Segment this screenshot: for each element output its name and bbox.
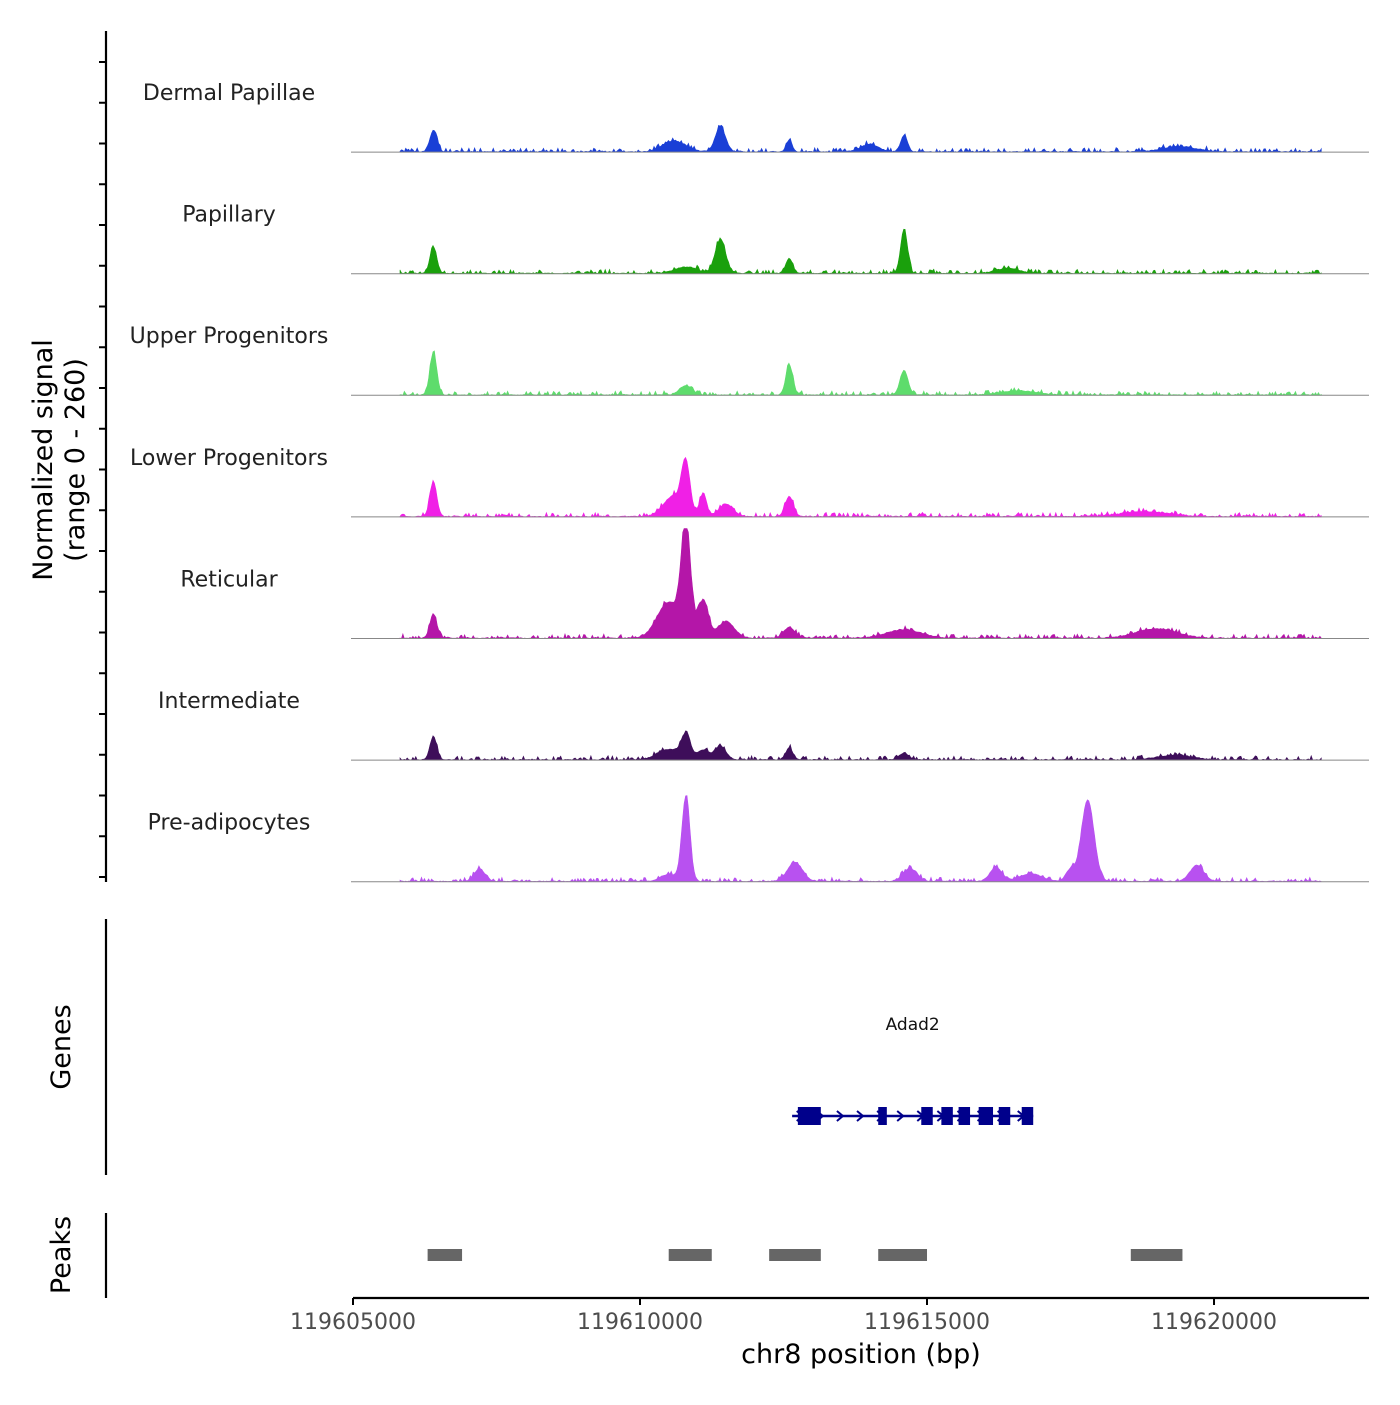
peak-region — [427, 1249, 463, 1261]
track-intermediate: Intermediate — [158, 689, 1369, 761]
x-tick-label: 119605000 — [290, 1310, 416, 1335]
signal-area — [399, 350, 1322, 397]
x-ticks: 119605000 119610000 119615000 119620000 — [290, 1298, 1277, 1335]
track-lower-progenitors: Lower Progenitors — [130, 446, 1369, 518]
gene-exon — [878, 1107, 887, 1125]
peak-track — [427, 1249, 1183, 1261]
signal-ylabel-line1: Normalized signal — [28, 339, 59, 581]
signal-area — [399, 795, 1322, 883]
gene-exon — [978, 1107, 994, 1125]
gene-exon — [958, 1107, 971, 1125]
gene-strand-arrow — [896, 1110, 905, 1122]
gene-exon — [998, 1107, 1011, 1125]
x-axis-label: chr8 position (bp) — [741, 1339, 981, 1370]
signal-area — [399, 456, 1322, 518]
track-papillary: Papillary — [182, 203, 1369, 275]
gene-track: Adad2 — [792, 1015, 1034, 1125]
gene-exon — [941, 1107, 953, 1125]
gene-exon — [1021, 1107, 1034, 1125]
genes-label: Genes — [46, 1004, 77, 1089]
x-tick-label: 119615000 — [864, 1310, 990, 1335]
peak-region — [668, 1249, 712, 1261]
track-label: Lower Progenitors — [130, 446, 328, 471]
x-tick-label: 119610000 — [577, 1310, 703, 1335]
gene-adad2: Adad2 — [792, 1015, 1034, 1125]
signal-tracks: Dermal Papillae Papillary Upper Progenitor… — [130, 81, 1369, 883]
peak-region — [769, 1249, 821, 1261]
gene-exon — [921, 1107, 933, 1125]
gene-exon — [797, 1107, 821, 1125]
signal-area — [399, 124, 1322, 153]
gene-name: Adad2 — [886, 1015, 940, 1035]
signal-ticks — [99, 61, 106, 878]
signal-ylabel-line2: (range 0 - 260) — [60, 358, 91, 562]
x-axis: 119605000 119610000 119615000 119620000 — [290, 1296, 1369, 1335]
track-label: Dermal Papillae — [143, 81, 315, 106]
track-reticular: Reticular — [180, 528, 1369, 640]
track-label: Papillary — [182, 203, 276, 228]
gene-strand-arrow — [836, 1110, 845, 1122]
track-dermal-papillae: Dermal Papillae — [143, 81, 1369, 153]
signal-axis — [99, 31, 108, 882]
peak-region — [878, 1249, 928, 1261]
track-pre-adipocytes: Pre-adipocytes — [148, 795, 1369, 883]
peak-region — [1130, 1249, 1183, 1261]
track-upper-progenitors: Upper Progenitors — [130, 324, 1369, 397]
track-label: Pre-adipocytes — [148, 811, 311, 836]
track-label: Upper Progenitors — [130, 324, 329, 349]
signal-area — [399, 228, 1322, 275]
track-label: Intermediate — [158, 689, 300, 714]
gene-strand-arrow — [856, 1110, 865, 1122]
track-label: Reticular — [180, 567, 278, 592]
peaks-label: Peaks — [46, 1216, 77, 1294]
signal-area — [399, 730, 1322, 761]
x-tick-label: 119620000 — [1151, 1310, 1277, 1335]
signal-area — [399, 528, 1322, 640]
